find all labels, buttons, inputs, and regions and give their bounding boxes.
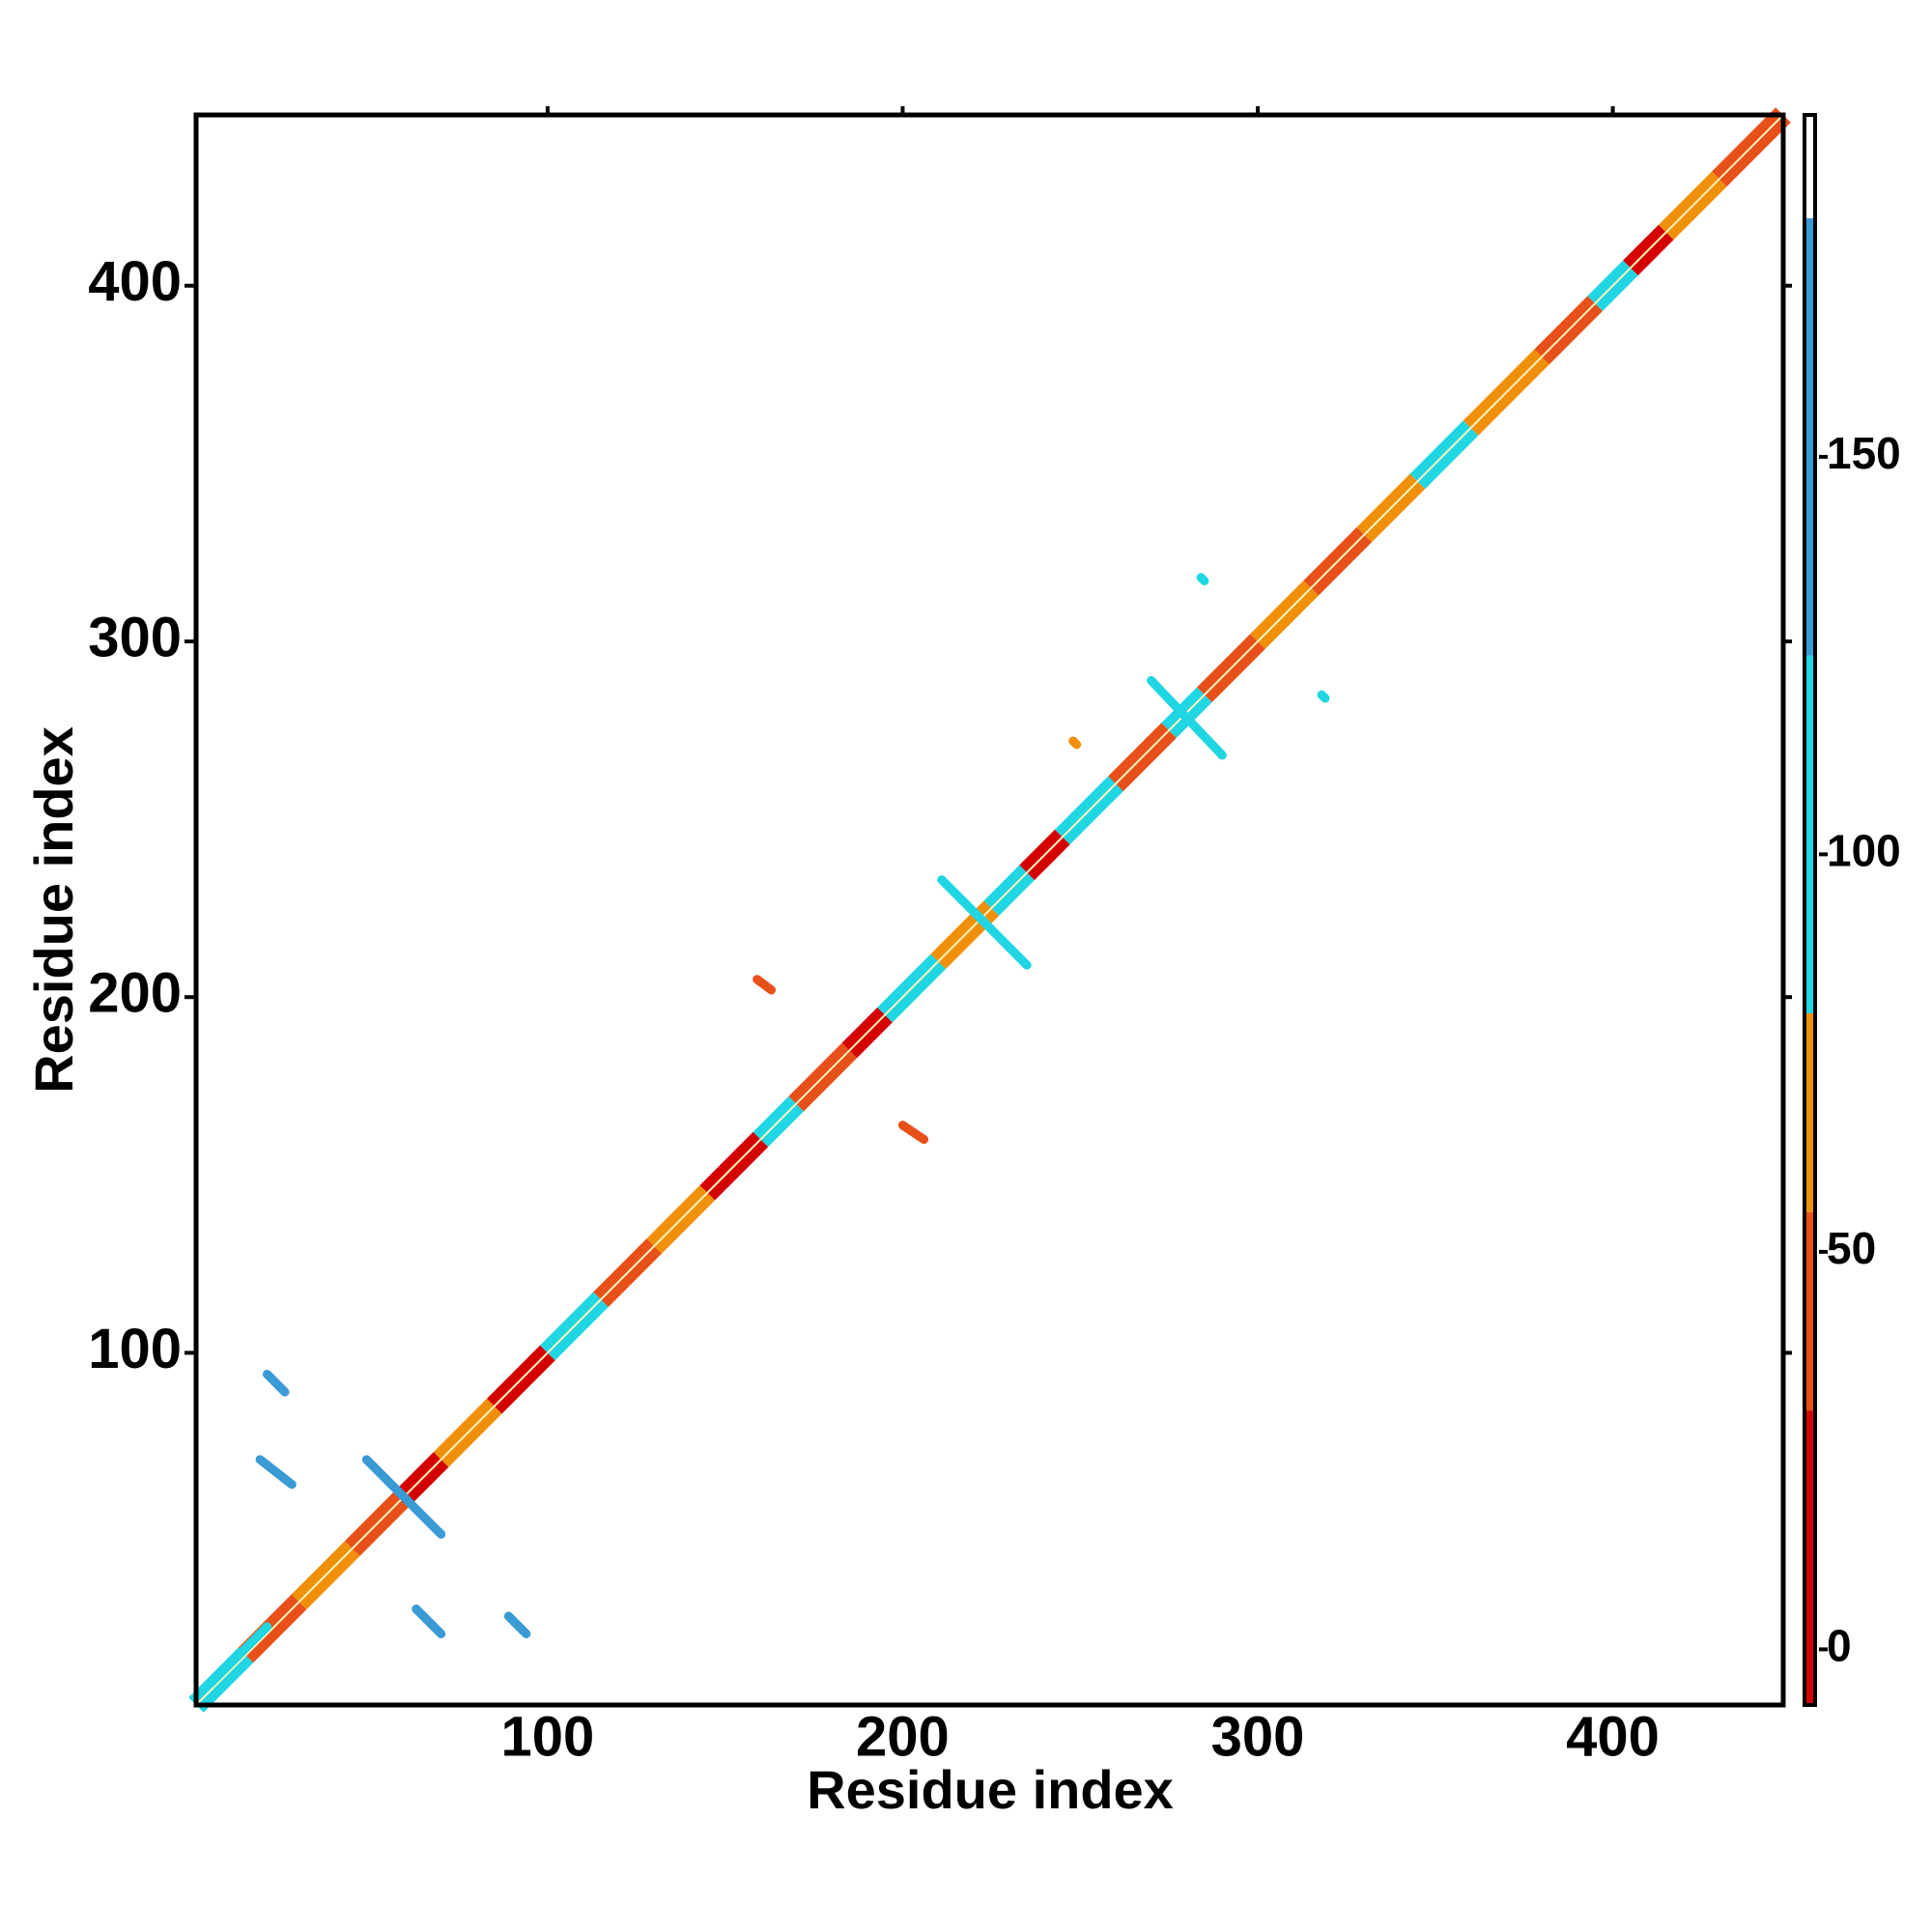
contact bbox=[262, 1369, 290, 1397]
contact bbox=[897, 1121, 929, 1145]
x-tick-label: 100 bbox=[500, 1705, 594, 1768]
contact bbox=[361, 1455, 446, 1539]
y-tick-label: 100 bbox=[88, 1318, 182, 1380]
x-axis-title: Residue index bbox=[807, 1759, 1174, 1820]
colorbar-frame bbox=[1803, 113, 1817, 1707]
colorbar-bin bbox=[1804, 217, 1815, 656]
x-tick-label: 200 bbox=[856, 1705, 950, 1768]
plot-frame bbox=[193, 112, 1786, 1708]
colorbar-tick-label: 0 bbox=[1827, 1621, 1852, 1671]
contact bbox=[1196, 573, 1209, 585]
colorbar-bin bbox=[1804, 115, 1815, 218]
diagonal-center bbox=[195, 114, 1784, 1706]
colorbar-bin bbox=[1804, 1410, 1815, 1705]
contact bbox=[1317, 690, 1330, 703]
contact bbox=[937, 875, 1032, 970]
contact bbox=[206, 1622, 272, 1689]
y-tick-label: 400 bbox=[88, 250, 182, 313]
contact bbox=[412, 1604, 446, 1638]
y-tick-label: 300 bbox=[88, 606, 182, 668]
x-tick-label: 400 bbox=[1566, 1705, 1660, 1768]
contact bbox=[503, 1611, 531, 1638]
colorbar-bin bbox=[1804, 1012, 1815, 1212]
contact bbox=[1147, 675, 1227, 760]
colorbar-bin bbox=[1804, 1211, 1815, 1411]
y-tick-label: 200 bbox=[88, 962, 182, 1025]
y-axis-title: Residue index bbox=[23, 726, 84, 1094]
colorbar-tick-label: 150 bbox=[1827, 428, 1901, 478]
contact bbox=[1068, 736, 1082, 750]
colorbar-bin bbox=[1804, 655, 1815, 1013]
contact bbox=[255, 1455, 297, 1490]
colorbar-tick-label: 100 bbox=[1827, 826, 1901, 876]
contact bbox=[753, 975, 777, 995]
colorbar-tick-label: 50 bbox=[1827, 1223, 1876, 1273]
x-tick-label: 300 bbox=[1211, 1705, 1305, 1768]
